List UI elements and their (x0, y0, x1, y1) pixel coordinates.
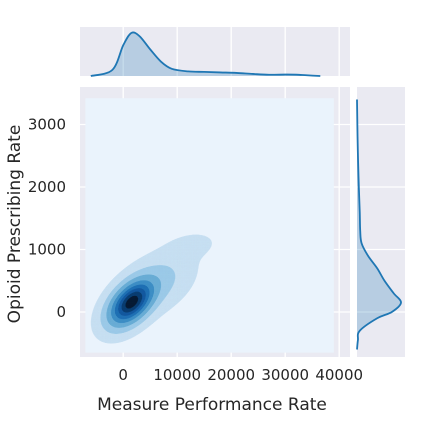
x-tick-labels: 0 10000 20000 30000 40000 (118, 366, 363, 384)
y-tick-label: 3000 (28, 116, 66, 134)
x-tick-label: 20000 (207, 366, 255, 384)
y-axis-label: Opioid Prescribing Rate (5, 125, 25, 324)
x-axis-label: Measure Performance Rate (97, 395, 327, 415)
kde-contour-level (125, 295, 139, 309)
marginal-x-background (80, 27, 350, 76)
y-tick-labels: 0 1000 2000 3000 (28, 116, 66, 322)
x-tick-label: 30000 (261, 366, 309, 384)
y-tick-label: 2000 (28, 178, 66, 196)
y-tick-label: 1000 (28, 241, 66, 259)
marginal-y-panel (356, 87, 405, 357)
joint-kde-panel (80, 87, 350, 357)
marginal-x-panel (80, 27, 350, 77)
x-tick-label: 40000 (315, 366, 363, 384)
marginal-x-kde-line (90, 31, 321, 77)
x-tick-label: 10000 (153, 366, 201, 384)
y-tick-label: 0 (56, 303, 66, 321)
marginal-y-kde-line (356, 99, 402, 350)
marginal-y-fill (357, 99, 402, 350)
marginal-x-fill (90, 32, 321, 76)
x-tick-label: 0 (118, 366, 128, 384)
